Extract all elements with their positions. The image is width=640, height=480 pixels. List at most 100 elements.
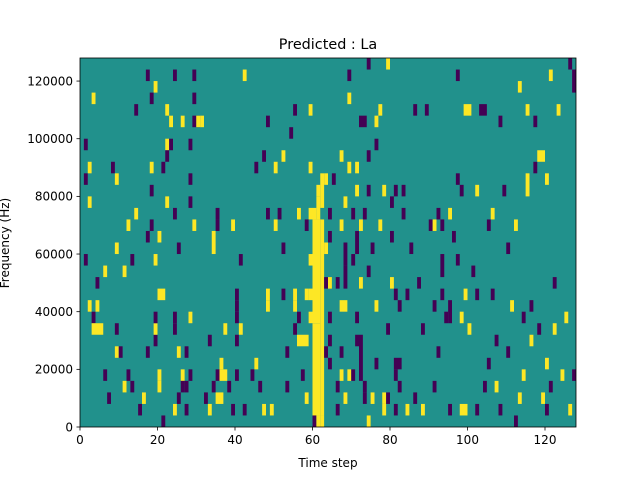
heatmap-cell-165	[339, 369, 344, 381]
heatmap-cell-237	[432, 219, 437, 231]
heatmap-cell-76	[180, 115, 185, 128]
heatmap-cell-194	[366, 415, 371, 427]
heatmap-cell-222	[397, 300, 402, 312]
heatmap-cell-15	[114, 173, 119, 185]
heatmap-cell-250	[455, 254, 460, 266]
heatmap-cell-93	[227, 380, 232, 393]
heatmap-cell-302	[572, 69, 576, 93]
heatmap-cell-77	[173, 69, 177, 82]
heatmap-cell-133	[304, 219, 309, 231]
heatmap-cell-114	[266, 115, 270, 128]
heatmap-cell-296	[552, 323, 557, 335]
heatmap-cell-82	[207, 334, 212, 347]
heatmap-cell-200	[370, 242, 375, 255]
heatmap-cell-113	[266, 207, 270, 220]
heatmap-plot-area	[79, 57, 577, 428]
y-tick-label: 80000	[35, 190, 73, 204]
heatmap-cell-231	[421, 323, 425, 335]
heatmap-cell-276	[514, 219, 518, 231]
heatmap-cell-70	[188, 369, 193, 381]
heatmap-cell-233	[424, 104, 429, 116]
heatmap-cell-53	[169, 115, 173, 128]
heatmap-cell-158	[328, 277, 332, 289]
heatmap-cell-285	[533, 115, 538, 128]
heatmap-cell-274	[510, 300, 514, 312]
heatmap-cell-41	[153, 311, 158, 324]
heatmap-cell-220	[393, 184, 398, 197]
heatmap-cell-154	[324, 173, 328, 185]
heatmap-cell-215	[390, 196, 394, 208]
heatmap-cell-248	[455, 69, 460, 82]
heatmap-cell-134	[308, 207, 317, 220]
heatmap-cell-281	[525, 104, 530, 116]
heatmap-cell-18	[114, 346, 119, 358]
heatmap-cell-0	[83, 138, 88, 151]
heatmap-cell-30	[153, 81, 158, 93]
heatmap-cell-21	[126, 219, 131, 231]
heatmap-cell-157	[328, 311, 332, 324]
heatmap-cell-125	[293, 300, 297, 312]
heatmap-cell-243	[444, 311, 449, 324]
heatmap-cell-23	[126, 369, 131, 381]
heatmap-cell-247	[452, 230, 456, 243]
heatmap-cell-55	[173, 311, 177, 324]
heatmap-cell-137	[308, 311, 313, 324]
heatmap-cell-278	[517, 392, 522, 404]
heatmap-cell-16	[114, 242, 119, 255]
heatmap-cell-241	[440, 254, 445, 278]
heatmap-cell-141	[304, 392, 309, 404]
heatmap-cell-32	[145, 346, 150, 358]
heatmap-cell-104	[242, 69, 247, 82]
chart-title: Predicted : La	[279, 37, 377, 53]
heatmap-cell-116	[273, 161, 278, 174]
heatmap-cell-229	[413, 392, 418, 404]
heatmap-cell-238	[436, 207, 441, 220]
x-tick-label: 20	[150, 433, 165, 447]
heatmap-cell-288	[537, 323, 542, 335]
heatmap-cell-163	[335, 380, 340, 393]
heatmap-cell-162	[335, 277, 340, 289]
heatmap-cell-31	[142, 392, 146, 404]
heatmap-cell-256	[467, 323, 472, 335]
x-axis: 0 20 40 60 80 100 120	[76, 427, 556, 447]
heatmap-cell-284	[529, 334, 534, 347]
heatmap-cell-262	[483, 380, 487, 393]
heatmap-cell-177	[347, 161, 352, 174]
heatmap-cell-254	[463, 104, 472, 116]
heatmap-cell-175	[347, 69, 352, 82]
heatmap-cell-252	[459, 311, 464, 324]
heatmap-cell-223	[401, 184, 406, 197]
heatmap-cell-121	[281, 150, 286, 162]
heatmap-cell-269	[498, 403, 503, 416]
heatmap-cell-9	[95, 300, 100, 312]
heatmap-cell-293	[548, 69, 553, 82]
heatmap-cell-87	[215, 392, 224, 404]
heatmap-cell-66	[188, 173, 193, 185]
heatmap-cell-10	[95, 277, 100, 289]
heatmap-cell-228	[413, 104, 418, 116]
heatmap-cell-298	[560, 369, 565, 381]
heatmap-cell-195	[366, 265, 371, 278]
heatmap-cell-289	[541, 392, 545, 404]
heatmap-cell-182	[355, 334, 359, 347]
heatmap-cell-267	[494, 380, 499, 393]
y-axis-label: Frequency (Hz)	[0, 198, 12, 289]
heatmap-cell-283	[529, 300, 534, 312]
heatmap-cell-60	[180, 380, 185, 393]
heatmap-cell-265	[490, 288, 495, 301]
heatmap-cell-135	[308, 161, 313, 174]
heatmap-cell-36	[149, 161, 154, 174]
heatmap-cell-129	[297, 334, 309, 347]
heatmap-cell-235	[432, 300, 437, 312]
heatmap-cell-81	[207, 403, 212, 416]
heatmap-cell-275	[514, 415, 518, 427]
heatmap-cell-127	[297, 311, 301, 324]
heatmap-cell-189	[359, 219, 363, 231]
heatmap-cell-188	[359, 277, 363, 289]
heatmap-cell-57	[173, 403, 177, 416]
heatmap-cell-160	[328, 207, 332, 220]
heatmap-cell-266	[490, 207, 495, 220]
heatmap-cell-159	[328, 230, 332, 243]
heatmap-cell-303	[572, 369, 576, 381]
heatmap-cell-242	[440, 288, 445, 301]
